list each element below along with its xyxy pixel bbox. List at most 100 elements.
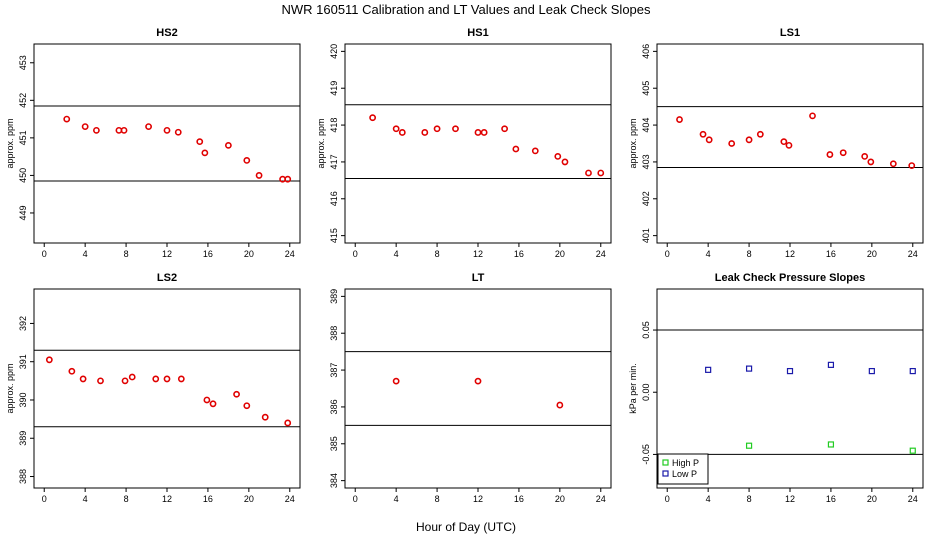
data-point (233, 390, 240, 398)
y-tick-label: -0.05 (641, 444, 651, 465)
y-tick-label: 450 (18, 168, 28, 183)
panel-4: LS2 0 4 8 12 16 20 24 388 389 390 391 392 approx. ppm (5, 272, 301, 504)
panel-title: LT (472, 272, 485, 284)
y-tick-label: 452 (18, 93, 28, 108)
data-point (585, 169, 592, 177)
x-tick-label: 0 (42, 494, 47, 504)
y-tick-label: 406 (641, 44, 651, 59)
x-tick-label: 24 (596, 249, 606, 259)
data-point (827, 441, 835, 448)
x-tick-label: 8 (747, 494, 752, 504)
plot-frame (344, 288, 612, 489)
y-tick-label: 416 (329, 191, 339, 206)
data-point (261, 413, 269, 421)
data-point (705, 366, 712, 373)
x-tick-label: 24 (908, 494, 918, 504)
data-point (174, 128, 182, 136)
x-tick-label: 16 (826, 494, 836, 504)
data-point (121, 377, 129, 385)
data-point (827, 361, 835, 368)
data-point (474, 129, 482, 136)
panel-title: HS1 (467, 27, 488, 39)
data-point (908, 162, 916, 170)
y-tick-label: 0.05 (641, 321, 651, 339)
data-point (209, 400, 217, 408)
data-point (699, 130, 707, 138)
data-point (554, 152, 562, 160)
x-tick-label: 24 (908, 249, 918, 259)
x-tick-label: 0 (353, 249, 358, 259)
x-tick-label: 20 (867, 249, 877, 259)
y-tick-label: 403 (641, 154, 651, 169)
x-tick-label: 4 (706, 494, 711, 504)
data-point (79, 375, 87, 383)
panel-title: HS2 (156, 27, 177, 39)
x-tick-label: 12 (162, 249, 172, 259)
panel-1: HS2 0 4 8 12 16 20 24 449 450 451 452 453 approx. ppm (5, 27, 301, 259)
x-tick-label: 12 (785, 494, 795, 504)
data-point (284, 175, 292, 183)
y-tick-label: 404 (641, 118, 651, 133)
legend-label: Low P (672, 469, 697, 479)
x-tick-label: 12 (785, 249, 795, 259)
panel-5: LT 0 4 8 12 16 20 24 384 385 386 387 388 389 (329, 272, 612, 504)
y-tick-label: 388 (329, 326, 339, 341)
x-tick-label: 20 (555, 249, 565, 259)
data-point (839, 149, 847, 157)
data-point (745, 136, 753, 144)
x-tick-label: 0 (665, 494, 670, 504)
data-point (120, 126, 128, 134)
x-tick-label: 8 (124, 494, 129, 504)
data-point (97, 377, 104, 385)
x-tick-label: 8 (747, 249, 752, 259)
legend-box (657, 453, 709, 485)
y-tick-label: 390 (18, 392, 28, 407)
y-tick-label: 389 (18, 431, 28, 446)
data-point (705, 136, 713, 144)
panel-6: Leak Check Pressure Slopes 0 4 8 12 16 20 24 -0.… (628, 272, 924, 504)
legend-marker (662, 470, 669, 477)
x-tick-label: 20 (555, 494, 565, 504)
data-point (398, 129, 406, 136)
x-tick-label: 8 (435, 494, 440, 504)
x-tick-label: 20 (244, 249, 254, 259)
y-tick-label: 451 (18, 130, 28, 145)
data-point (745, 442, 753, 449)
data-point (93, 126, 100, 134)
panel-title: LS1 (780, 27, 800, 39)
x-tick-label: 16 (203, 494, 213, 504)
figure-title: NWR 160511 Calibration and LT Values and… (281, 2, 651, 17)
data-point (243, 156, 251, 164)
y-tick-label: 415 (329, 228, 339, 243)
x-tick-label: 12 (473, 249, 483, 259)
data-point (177, 375, 185, 383)
data-point (284, 419, 292, 427)
y-tick-label: 417 (329, 154, 339, 169)
data-point (512, 145, 520, 153)
y-tick-label: 0.00 (641, 383, 651, 401)
x-tick-label: 0 (665, 249, 670, 259)
x-tick-label: 16 (514, 494, 524, 504)
x-tick-label: 4 (394, 494, 399, 504)
data-point (45, 356, 53, 364)
data-point (785, 141, 793, 149)
data-point (421, 129, 429, 136)
y-axis-label: approx. ppm (5, 363, 15, 413)
y-tick-label: 418 (329, 118, 339, 133)
data-point (243, 402, 251, 410)
data-point (868, 367, 875, 375)
data-point (224, 141, 232, 149)
data-point (561, 158, 569, 166)
x-tick-label: 20 (244, 494, 254, 504)
y-axis-label: kPa per min. (628, 363, 638, 414)
data-point (196, 138, 204, 146)
figure-xlabel: Hour of Day (UTC) (416, 520, 516, 534)
x-tick-label: 24 (285, 494, 295, 504)
data-point (203, 396, 211, 404)
data-point (756, 130, 764, 138)
x-tick-label: 8 (435, 249, 440, 259)
plot-frame (33, 288, 301, 489)
plot-frame (344, 43, 612, 244)
y-tick-label: 385 (329, 436, 339, 451)
